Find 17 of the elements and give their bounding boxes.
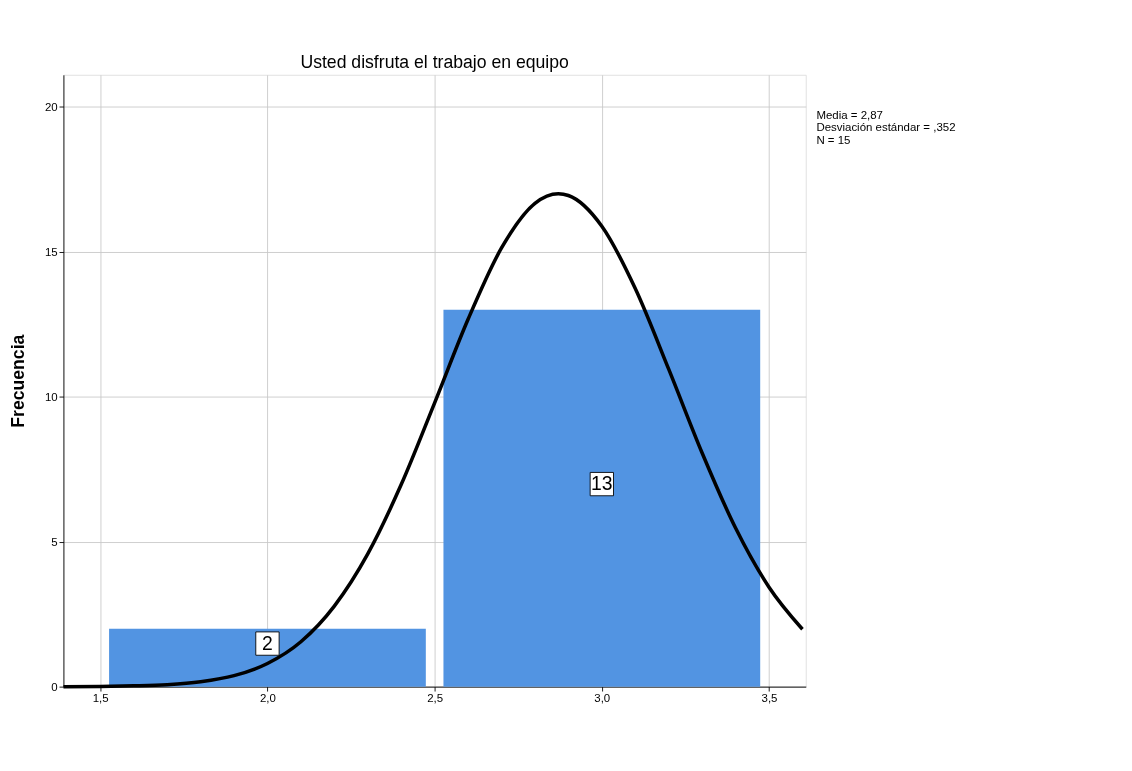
y-axis-title: Frecuencia bbox=[7, 334, 28, 428]
y-tick-label: 15 bbox=[45, 245, 58, 258]
y-tick-label: 0 bbox=[51, 680, 58, 693]
text: Media = 2,87 bbox=[816, 108, 883, 121]
text: N = 15 bbox=[816, 133, 851, 146]
data-label: 2 bbox=[262, 631, 273, 654]
y-tick-label: 5 bbox=[51, 535, 58, 548]
text: Desviación estándar = ,352 bbox=[816, 121, 956, 134]
x-tick-label: 2,5 bbox=[427, 692, 444, 705]
x-tick-label: 3,5 bbox=[761, 692, 778, 705]
x-tick-label: 3,0 bbox=[594, 692, 611, 705]
x-tick-label: 2,0 bbox=[259, 692, 276, 705]
y-tick-label: 10 bbox=[45, 390, 58, 403]
data-label: 13 bbox=[591, 472, 613, 495]
y-tick-label: 20 bbox=[45, 100, 58, 113]
x-tick-label: 1,5 bbox=[92, 692, 109, 705]
chart-title: Usted disfruta el trabajo en equipo bbox=[300, 51, 570, 72]
